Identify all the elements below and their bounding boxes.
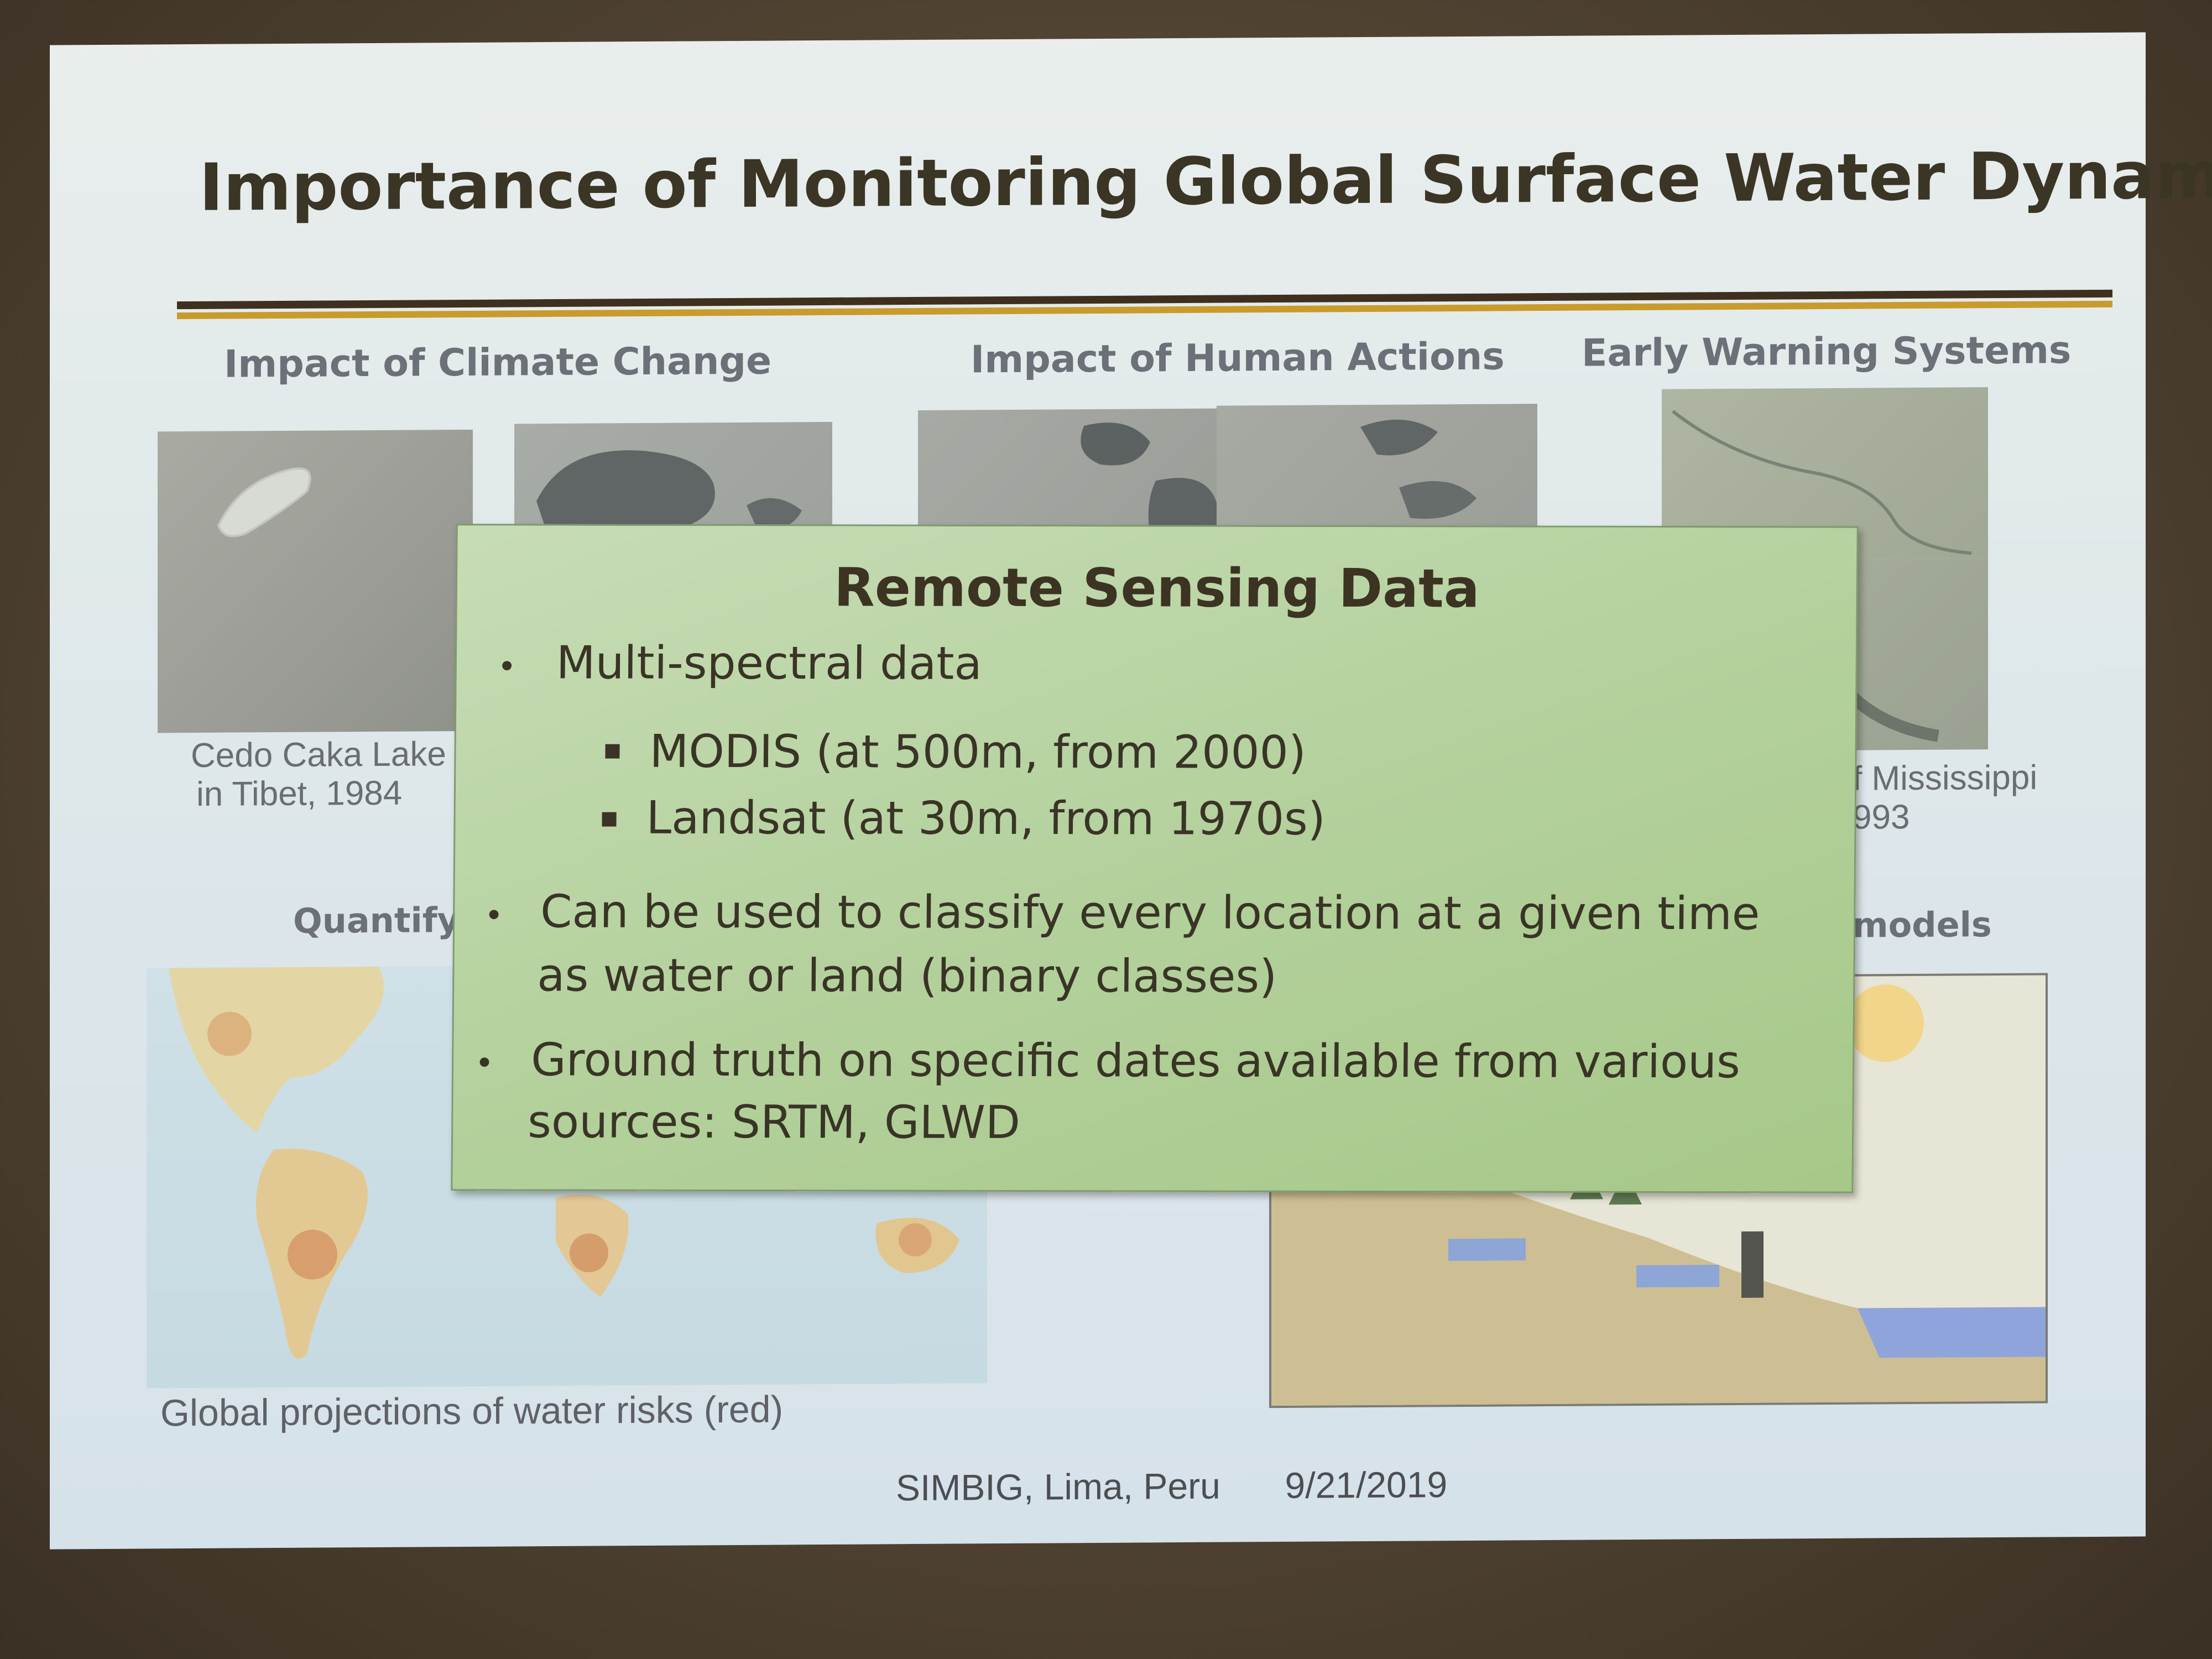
overlay-title: Remote Sensing Data — [833, 556, 1480, 620]
caption-lake-line2: in Tibet, 1984 — [196, 774, 403, 813]
satellite-image-river-1 — [1662, 387, 1988, 561]
bullet-ground-truth-line1: Ground truth on specific dates available… — [530, 1034, 1741, 1089]
lake-shape-icon — [217, 467, 311, 538]
bullet-classify-line1: Can be used to classify every location a… — [540, 885, 1760, 941]
world-map-icon — [169, 966, 959, 1359]
sub-bullet-modis: MODIS (at 500m, from 2000) — [649, 725, 1307, 779]
bullet-dot-1: • — [500, 646, 513, 685]
remote-sensing-overlay: Remote Sensing Data • Multi-spectral dat… — [451, 524, 1859, 1193]
satellite-image-lake-1984 — [158, 429, 473, 733]
bullet-ground-truth-line2: sources: SRTM, GLWD — [527, 1095, 1021, 1149]
caption-map: Global projections of water risks (red) — [160, 1388, 784, 1434]
water-body-icon-2 — [1360, 419, 1477, 519]
sub-bullet-square-1 — [605, 744, 620, 759]
lake-shape-dark-icon — [536, 450, 802, 540]
bullet-dot-2: • — [487, 895, 500, 934]
bullet-multispectral: Multi-spectral data — [556, 637, 983, 690]
section-quantifying-partial: Quantifyi — [293, 899, 472, 941]
slide-title: Importance of Monitoring Global Surface … — [199, 136, 2212, 226]
world-water-risk-map — [147, 963, 987, 1389]
river-path-icon — [1672, 410, 1972, 555]
section-human-actions: Impact of Human Actions — [971, 335, 1505, 382]
slide-footer: SIMBIG, Lima, Peru 9/21/2019 — [896, 1463, 1447, 1509]
projected-slide: Importance of Monitoring Global Surface … — [50, 32, 2212, 1550]
caption-mississippi-line1: f Mississippi — [1853, 758, 2038, 798]
section-early-warning: Early Warning Systems — [1582, 328, 2072, 375]
caption-mississippi-line2: 993 — [1853, 798, 1910, 837]
footer-venue: SIMBIG, Lima, Peru — [896, 1465, 1220, 1509]
bullet-dot-3: • — [478, 1043, 491, 1082]
caption-lake-line1: Cedo Caka Lake — [191, 735, 446, 775]
satellite-image-human-2 — [1217, 404, 1537, 536]
footer-date: 9/21/2019 — [1285, 1464, 1448, 1506]
satellite-image-lake-recent — [514, 421, 832, 540]
satellite-image-human-1 — [918, 408, 1217, 538]
sub-bullet-square-2 — [602, 812, 617, 827]
sub-bullet-landsat: Landsat (at 30m, from 1970s) — [646, 791, 1326, 846]
section-models-partial: models — [1853, 904, 1992, 946]
section-climate-change: Impact of Climate Change — [224, 339, 772, 387]
water-body-icon — [1081, 422, 1217, 536]
bullet-classify-line2: as water or land (binary classes) — [536, 949, 1277, 1003]
